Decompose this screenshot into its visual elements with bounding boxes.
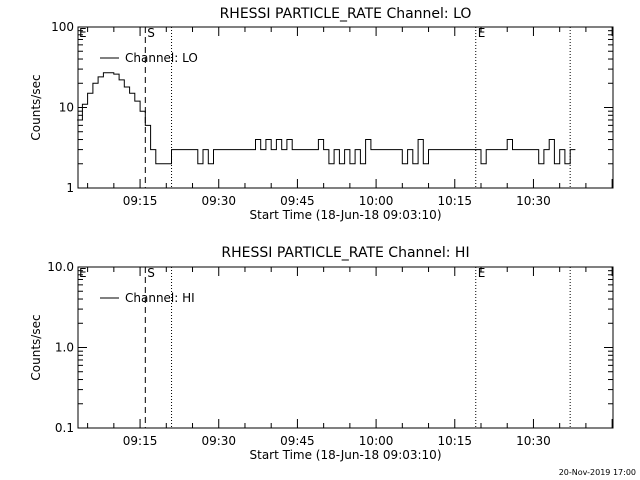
event-marker-label: E: [478, 26, 486, 40]
x-tick-label: 09:45: [280, 194, 315, 208]
x-tick-label: 10:15: [437, 434, 472, 448]
y-tick-label: 100: [51, 20, 74, 34]
x-tick-label: 10:00: [359, 194, 394, 208]
x-tick-label: 10:30: [516, 434, 551, 448]
event-marker-label: E: [79, 26, 87, 40]
y-tick-label: 0.1: [55, 421, 74, 435]
event-marker-label: E: [79, 266, 87, 280]
x-tick-label: 09:30: [201, 434, 236, 448]
x-tick-label: 09:30: [201, 194, 236, 208]
x-axis-label: Start Time (18-Jun-18 09:03:10): [250, 448, 442, 462]
event-marker-label: S: [147, 266, 155, 280]
x-tick-label: 10:15: [437, 194, 472, 208]
x-tick-label: 10:00: [359, 434, 394, 448]
y-tick-label: 1: [66, 181, 74, 195]
chart-title: RHESSI PARTICLE_RATE Channel: LO: [220, 6, 472, 22]
footer-timestamp: 20-Nov-2019 17:00: [559, 468, 636, 477]
legend-label: Channel: HI: [125, 291, 195, 305]
x-tick-label: 09:45: [280, 434, 315, 448]
event-marker-label: S: [147, 26, 155, 40]
y-tick-label: 10.0: [47, 260, 74, 274]
chart-title: RHESSI PARTICLE_RATE Channel: HI: [221, 245, 469, 261]
y-tick-label: 1.0: [55, 341, 74, 355]
x-tick-label: 10:30: [516, 194, 551, 208]
y-axis-label: Counts/sec: [29, 74, 43, 140]
y-tick-label: 10: [59, 101, 74, 115]
legend-label: Channel: LO: [125, 51, 198, 65]
x-tick-label: 09:15: [123, 194, 158, 208]
x-tick-label: 09:15: [123, 434, 158, 448]
y-axis-label: Counts/sec: [29, 314, 43, 380]
x-axis-label: Start Time (18-Jun-18 09:03:10): [250, 208, 442, 222]
series-line: [77, 72, 576, 165]
event-marker-label: E: [478, 266, 486, 280]
